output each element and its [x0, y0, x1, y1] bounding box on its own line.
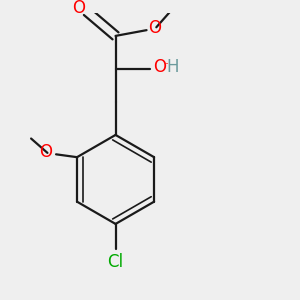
Text: O: O — [153, 58, 166, 76]
Text: O: O — [40, 143, 52, 161]
Text: O: O — [72, 0, 85, 17]
Text: O: O — [148, 19, 162, 37]
Text: H: H — [167, 58, 179, 76]
Text: ·: · — [164, 58, 168, 71]
Text: Cl: Cl — [107, 253, 124, 271]
